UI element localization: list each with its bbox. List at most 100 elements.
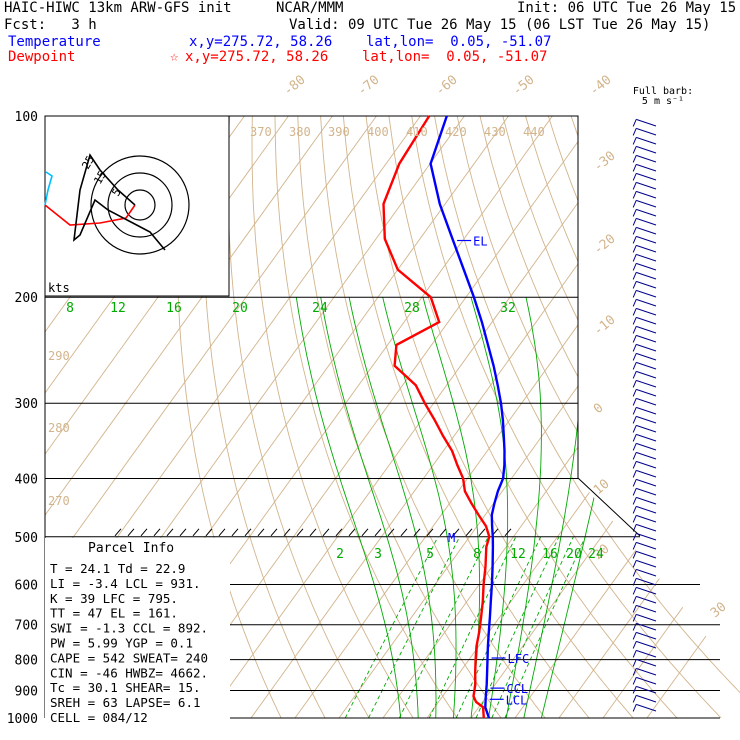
wind-barb [636,253,657,262]
wind-barb-flag [632,587,637,595]
wind-barb [636,217,657,226]
hatch-mark [361,528,369,537]
wind-barb [636,478,657,487]
theta-label: 380 [289,125,311,139]
wind-barb-flag [632,488,637,496]
hodograph-ring-label: 25 [79,154,97,172]
theta-label: 410 [406,125,428,139]
isotherm-line [45,116,333,718]
wind-barb-flag [632,137,637,145]
pressure-label: 1000 [7,712,38,727]
hatch-mark [127,528,135,537]
mixing-ratio-label: 12 [510,547,526,562]
wind-barb-flag [632,290,637,298]
wind-barb [636,271,657,280]
wind-barb [636,163,657,172]
wind-barb-flag [632,182,637,190]
dry-adiabat-line [411,116,722,718]
pressure-label: 600 [15,578,38,593]
wind-barb [636,154,657,163]
wind-barb-flag [632,650,637,658]
isotherm-label: -10 [591,312,619,339]
wind-barb [636,523,657,532]
hatch-mark [296,528,304,537]
wind-barb-flag [632,272,637,280]
wind-barb [636,145,657,154]
moist-adiabat-line [540,297,630,718]
hatch-mark [179,528,187,537]
dewpoint-line [382,115,491,719]
dry-adiabat-line [684,116,740,718]
wind-barb-flag [632,317,637,325]
dry-adiabat-line [274,116,458,718]
mixing-ratio-label: 12 [110,301,126,316]
wind-barb [636,694,657,703]
theta-label: 400 [367,125,389,139]
dewpoint-star-icon: ☆ [170,49,179,65]
theta-label: 290 [48,349,70,363]
isotherm-label: -30 [591,148,619,175]
isotherm-line [162,116,597,718]
pressure-label: 500 [15,531,38,546]
dry-adiabat-line [251,116,414,718]
mixing-ratio-line [368,536,461,718]
wind-barb-flag [632,371,637,379]
dry-adiabat-line [388,116,678,718]
hodograph-ring [90,155,190,255]
isotherm-label: 10 [591,477,613,499]
hatch-mark [140,528,148,537]
wind-barb-flag [632,434,637,442]
hatch-mark [231,528,239,537]
wind-barb-flag [632,353,637,361]
wind-barb [636,505,657,514]
wind-barb [636,541,657,550]
mixing-ratio-line [455,536,542,718]
wind-barb [636,631,657,640]
isotherm-line [602,116,740,718]
wind-barb-flag [632,533,637,541]
theta-label: 370 [250,125,272,139]
wind-barb [636,532,657,541]
wind-barb-flag [632,452,637,460]
mixing-ratio-label: 8 [66,301,74,316]
mixing-ratio-label: 8 [473,547,481,562]
wind-barb [636,649,657,658]
hatch-mark [192,528,200,537]
wind-barb-flag [632,668,637,676]
lfc-marker: LFC [508,652,530,666]
wind-barb [636,208,657,217]
plot-border [45,115,641,537]
wind-barb [636,622,657,631]
wind-barb-flag [632,173,637,181]
wind-barb-flag [632,470,637,478]
wind-barb-flag [632,524,637,532]
wind-barb-flag [632,218,637,226]
wind-barb [636,568,657,577]
wind-barb [636,118,657,127]
wind-barb-flag [632,326,637,334]
moist-adiabat-line [523,297,584,718]
wind-barb [636,244,657,253]
wind-barb-flag [632,263,637,271]
mixing-ratio-label: 20 [566,547,582,562]
pressure-label: 900 [15,684,38,699]
pressure-label: 200 [15,291,38,306]
mixing-ratio-line [398,536,489,718]
mixing-ratio-label: 32 [500,301,516,316]
dry-adiabat-line [502,116,740,718]
mixing-ratio-label: 3 [374,547,382,562]
barb-unit-label: 5 m s⁻¹ [642,96,684,107]
wind-barb [636,289,657,298]
wind-barb-flag [632,695,637,703]
wind-barb-flag [632,308,637,316]
wind-barb-flag [632,227,637,235]
theta-label: 440 [523,125,545,139]
dry-adiabat-lines [176,116,740,718]
wind-barb [636,235,657,244]
wind-barb-flag [632,407,637,415]
wind-barb [636,514,657,523]
wind-barb-flag [632,659,637,667]
isotherm-label: 30 [708,600,730,622]
mixing-ratio-label: 20 [232,301,248,316]
